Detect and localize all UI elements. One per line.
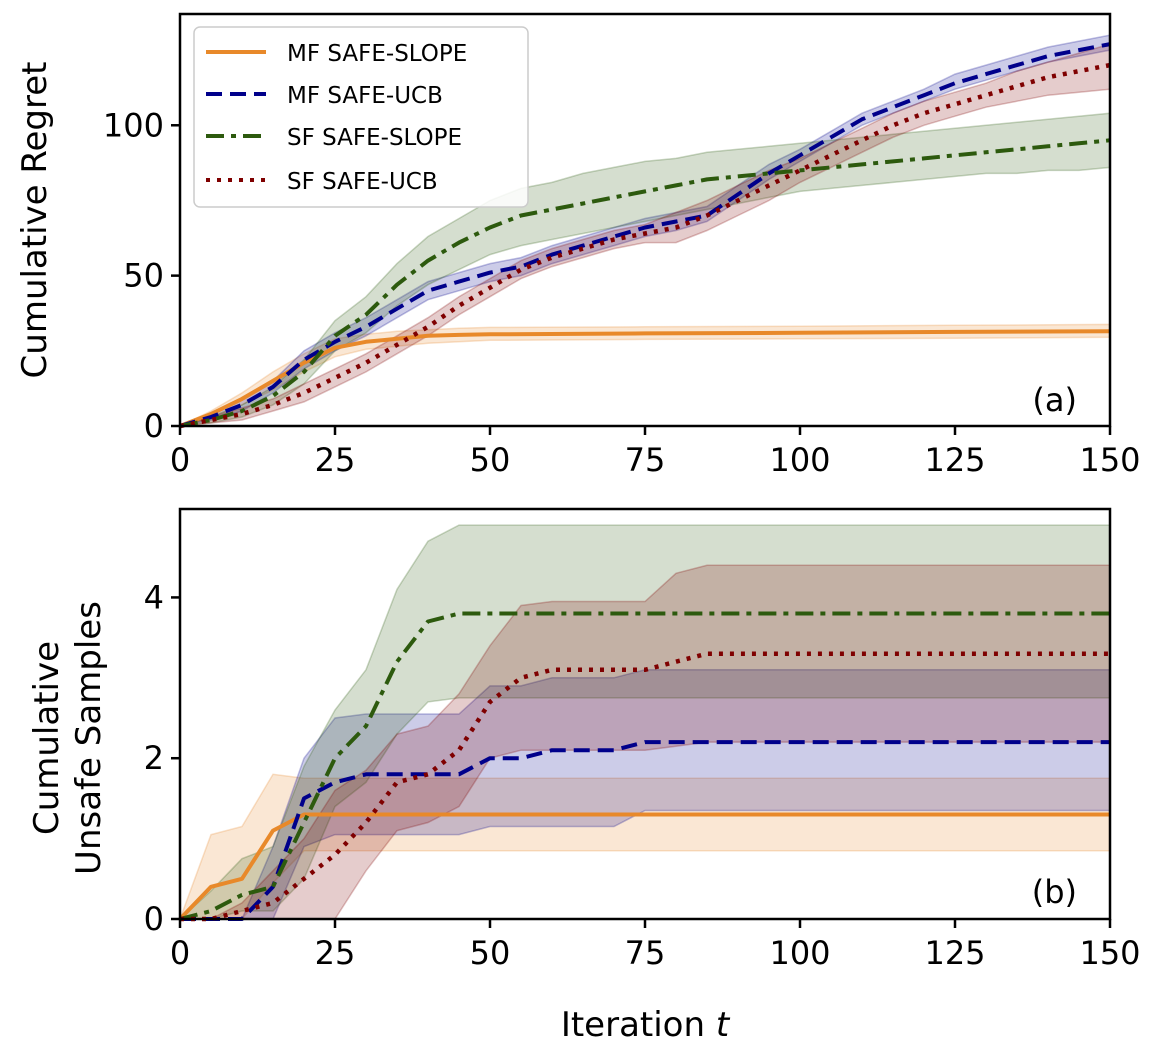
panel-b-label: (b) [1032,873,1077,911]
legend-item-sf-safe-ucb: SF SAFE-UCB [206,169,438,195]
panel-a-xtick-label-50: 50 [470,441,511,479]
panel-a-line-mf-safe-slope [179,329,1111,428]
legend-label-sf-safe-slope: SF SAFE-SLOPE [287,125,462,151]
panel-a-xtick-label-150: 150 [1079,441,1140,479]
panel-b-xtick-label-25: 25 [315,934,356,972]
panel-b-xtick-label-100: 100 [769,934,830,972]
panel-b-xtick-label-75: 75 [625,934,666,972]
panel-b-line-sf-safe-ucb [180,651,1110,922]
panel-a-ytick-label-100: 100 [103,106,164,144]
legend-label-mf-safe-ucb: MF SAFE-UCB [287,83,443,109]
panel-b-confidence-bands [178,524,1111,920]
panel-a-ylabel: Cumulative Regret [15,62,55,379]
panel-a-ytick-label-50: 50 [123,257,164,295]
panel-b-ylabel-line1: Cumulative [27,641,67,835]
legend-label-sf-safe-ucb: SF SAFE-UCB [287,169,438,195]
panel-a-ytick-label-0: 0 [144,407,164,445]
panel-a-xtick-label-25: 25 [315,441,356,479]
panel-b-xtick-label-50: 50 [470,934,511,972]
panel-a-line-mf-safe-ucb [179,42,1111,428]
panel-a-xtick-label-125: 125 [924,441,985,479]
panel-b-xlabel: Iteration t [561,1005,731,1045]
panel-b-xtick-label-0: 0 [170,934,190,972]
panel-b-xtick-label-125: 125 [924,934,985,972]
panel-b-ytick-label-4: 4 [144,578,164,616]
legend-item-mf-safe-ucb: MF SAFE-UCB [206,83,443,109]
legend-label-mf-safe-slope: MF SAFE-SLOPE [287,41,467,67]
panel-b-ylabel-line2: Unsafe Samples [69,601,109,875]
panel-b-ytick-label-2: 2 [144,739,164,777]
legend: MF SAFE-SLOPE MF SAFE-UCB SF SAFE-SLOPE … [193,26,529,208]
panel-a-xtick-label-0: 0 [170,441,190,479]
panel-a-ticks: 0 25 50 75 100 125 150 0 50 100 [103,106,1141,479]
panel-b-xtick-label-150: 150 [1079,934,1140,972]
panel-a-xtick-label-75: 75 [625,441,666,479]
panel-a-xtick-label-100: 100 [769,441,830,479]
panel-b-ytick-label-0: 0 [144,900,164,938]
legend-box [193,26,529,208]
panel-b-line-mf-safe-slope [178,812,1110,921]
panel-a-line-sf-safe-slope [179,138,1111,428]
panel-b: 0 25 50 75 100 125 150 0 2 4 (b) Cumulative Unsaf… [27,507,1141,1045]
panel-a: 0 25 50 75 100 125 150 0 50 100 (a) Cumulative Re… [15,12,1141,479]
panel-b-ticks: 0 25 50 75 100 125 150 0 2 4 [144,578,1141,972]
panel-a-series-lines [179,42,1111,429]
panel-a-label: (a) [1032,381,1077,419]
panel-a-line-sf-safe-ucb [179,62,1111,429]
panel-b-series-lines [178,611,1110,922]
legend-item-mf-safe-slope: MF SAFE-SLOPE [206,41,467,67]
panel-b-line-sf-safe-slope [179,611,1110,921]
legend-item-sf-safe-slope: SF SAFE-SLOPE [206,125,462,151]
